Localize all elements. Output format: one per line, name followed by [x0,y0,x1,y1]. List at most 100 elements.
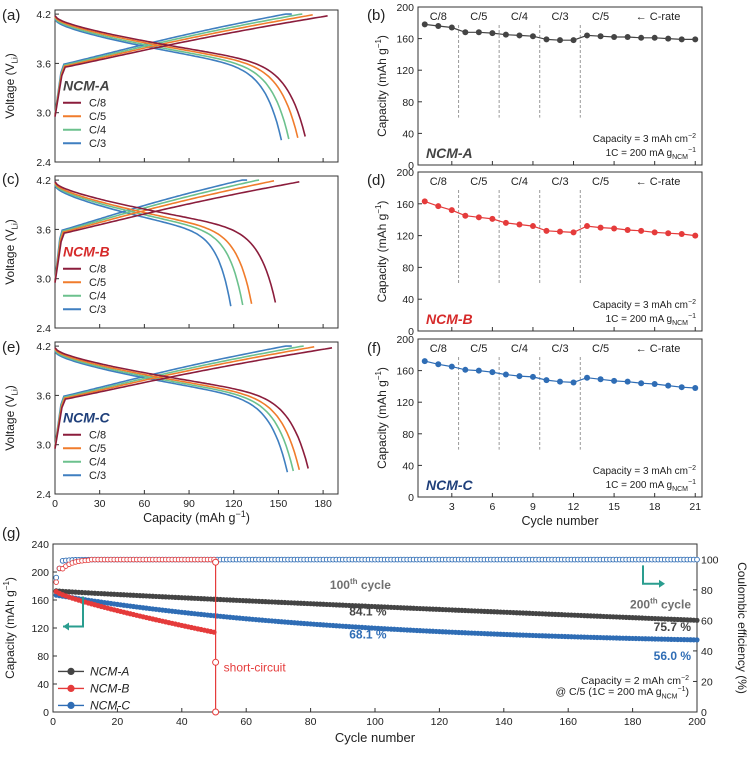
panel-g-xtick-label: 120 [431,716,449,728]
panel-d-rate-label-2: C/4 [511,176,528,188]
panel-g-ylabel: Capacity (mAh g−1​) [2,577,17,679]
panel-f-ytick-label: 160 [396,366,414,378]
panel-b-note-capacity-part: Capacity = 3 mAh cm [593,134,688,145]
panel-g-ce-ncm-c-point [53,574,60,581]
panel-g-ce-ncm-b-point [53,579,59,585]
panel-g-xtick-label: 0 [50,716,56,728]
panel-b-rate-arrow: ← C-rate [636,11,681,23]
panel-b-point [448,24,455,31]
panel-e-xtick-label: 150 [270,498,288,510]
panel-e-ytick-label: 2.4 [36,489,51,501]
panel-d-point [475,214,482,221]
panel-e-legend-label-C/8: C/8 [89,430,106,442]
panel-f-xlabel: Cycle number [521,514,598,528]
panel-c-discharge-curve-C/4 [54,183,244,306]
panel-d-rate-label-1: C/5 [470,176,487,188]
panel-f-xtick-label: 15 [608,501,620,513]
panel-d-ytick-label: 160 [396,199,414,211]
panel-d-point [611,225,618,232]
panel-c-charge-curve-C/8 [54,181,300,283]
panel-d-frame [417,171,703,332]
panel-f-point [516,373,523,380]
panel-d-point [624,227,631,234]
panel-g-short-circuit-point [212,658,220,666]
panel-e-legend-label-C/4: C/4 [89,457,106,469]
panel-g-retention-a-100: 84.1 % [349,604,387,618]
panel-f-frame [417,338,703,498]
panel-g-annot-200th-part: cycle [658,597,692,611]
panel-g-short-circuit-label: short-circuit [224,660,287,674]
panel-e-letter: (e) [2,339,20,356]
panel-d-point [557,228,563,235]
panel-b-point [543,36,550,43]
panel-g-y2tick-label: 100 [701,554,719,566]
panel-g-short-circuit-point [212,558,220,566]
panel-f-note-crate: 1C = 200 mA gNCM​−1​ [606,479,696,493]
panel-d-material-label: NCM-B [426,311,473,327]
panel-b-point [584,32,591,39]
panel-d-note-crate-sup: −1 [688,313,696,320]
panel-e-ylabel-part: Voltage (V [3,395,17,450]
panel-f-note-capacity: Capacity = 3 mAh cm−2​ [593,465,696,477]
panel-d-ytick-label: 120 [396,231,414,243]
panel-d-point [651,229,658,236]
panel-d-point [462,212,469,219]
panel-f-rate-label-3: C/3 [551,343,568,355]
panel-f-rate-label-4: C/5 [592,343,609,355]
panel-f-point [597,376,604,383]
panel-f-xtick-label: 12 [568,501,580,513]
panel-f-ytick-label: 80 [402,429,414,441]
panel-a-ylabel-part: Voltage (V [3,63,17,118]
panel-a-discharge-curve-C/3 [54,18,283,141]
panel-a-charge-curve-C/4 [54,13,303,115]
panel-c-ytick-label: 4.2 [36,175,51,187]
panel-a-letter: (a) [2,7,20,24]
panel-d-point [421,198,428,205]
panel-b-ytick-label: 0 [408,160,414,172]
panel-f-ylabel-sup: −1 [374,371,383,381]
panel-g-short-circuit-point [212,708,220,716]
panel-b-note-crate-part: 1C = 200 mA g [606,148,672,159]
panel-f-point [421,358,428,365]
panel-g-note-capacity: Capacity = 2 mAh cm−2​ [581,675,689,687]
panel-f-note-capacity-part: Capacity = 3 mAh cm [593,466,688,477]
panel-d-point [678,231,685,238]
panel-a-discharge-curve-C/4 [54,17,290,140]
panel-g-ytick-label: 200 [31,567,49,579]
panel-b-point [462,29,469,36]
panel-f-ylabel: Capacity (mAh g−1​) [374,367,389,469]
panel-d-point [692,232,699,239]
panel-b-note-capacity-sup: −2 [688,133,696,140]
panel-d-ylabel-part: Capacity (mAh g [375,214,389,303]
panel-b-point [475,29,482,36]
panel-e-discharge-curve-C/3 [54,350,289,473]
panel-a-discharge-curve-C/8 [54,15,306,137]
panel-f-point [543,377,550,384]
panel-g-note-capacity-sup: −2 [681,675,689,682]
panel-g-legend-marker-NCM-C [67,701,75,710]
panel-a-ytick-label: 3.6 [36,58,51,70]
panel-f-point [678,384,685,391]
panel-a-legend-label-C/4: C/4 [89,125,106,137]
panel-g-ncm-c-point [694,637,700,643]
panel-c-letter: (c) [2,171,20,188]
panel-e-legend-label-C/3: C/3 [89,470,106,482]
panel-f-rate-label-0: C/8 [430,343,447,355]
panel-g-ylabel-sup: −1 [2,581,11,591]
panel-g-note-crate: @ C/5 (1C = 200 mA gNCM​−1​) [555,686,689,700]
panel-c-legend-label-C/8: C/8 [89,264,106,276]
panel-g-annot-100th-part: cycle [358,578,392,592]
panel-g-legend-label-NCM-A: NCM-A [90,664,129,678]
panel-b-letter: (b) [367,7,385,24]
panel-f-rate-arrow: ← C-rate [636,343,681,355]
panel-f-xtick-label: 18 [649,501,661,513]
panel-f-point [475,367,482,374]
panel-a-ytick-label: 3.0 [36,108,51,120]
panel-d-ylabel-part: ) [375,201,389,205]
panel-b-note-crate-sup: −1 [688,147,696,154]
panel-b-rate-label-4: C/5 [592,11,609,23]
panel-c-discharge-curve-C/3 [54,184,232,307]
panel-g-note-crate-part: ) [686,686,690,698]
panel-f-ytick-label: 120 [396,397,414,409]
panel-g-xtick-label: 40 [176,716,188,728]
